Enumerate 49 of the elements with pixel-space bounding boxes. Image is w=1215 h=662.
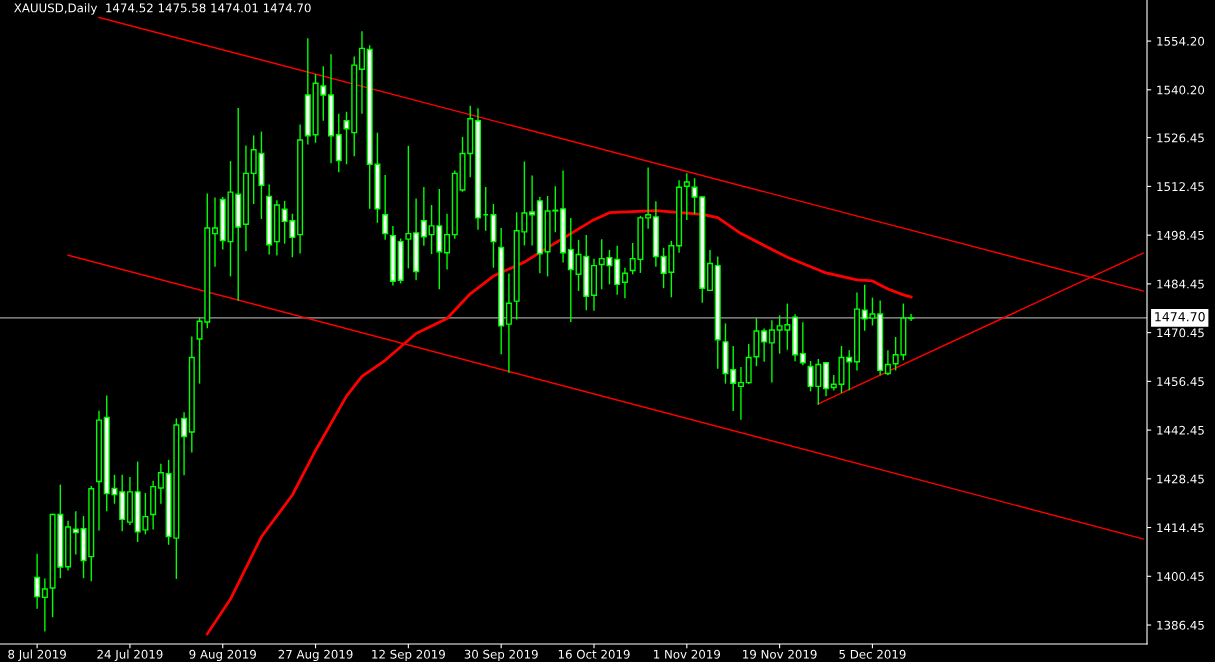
y-tick-label: 1484.45: [1157, 279, 1204, 289]
y-tick-label: 1428.45: [1157, 474, 1204, 484]
candlestick: [884, 350, 891, 376]
x-tick-label: 1 Nov 2019: [654, 649, 721, 659]
candlestick: [181, 412, 188, 476]
y-tick-label: 1414.45: [1157, 523, 1204, 533]
ref-line-label: 1474.70: [1155, 311, 1205, 322]
candlestick: [730, 346, 737, 412]
candlestick: [768, 320, 775, 383]
candlestick: [157, 463, 164, 504]
candlestick: [799, 322, 806, 366]
y-tick-label: 1512.45: [1157, 182, 1204, 192]
candlestick: [358, 31, 365, 114]
x-tick-label: 30 Sep 2019: [464, 649, 538, 661]
x-tick-label: 27 Aug 2019: [278, 649, 353, 661]
chart-title: XAUUSD,Daily 1474.52 1475.58 1474.01 1474.70: [14, 3, 311, 15]
y-tick-label: 1442.45: [1157, 425, 1204, 435]
x-tick-label: 5 Dec 2019: [839, 649, 906, 659]
candlestick: [405, 145, 412, 269]
x-tick-label: 12 Sep 2019: [372, 649, 445, 661]
candlestick: [41, 578, 48, 632]
y-tick-label: 1526.45: [1157, 133, 1204, 143]
candlestick: [683, 173, 690, 221]
candlestick: [420, 186, 427, 246]
y-tick-label: 1470.45: [1157, 328, 1204, 338]
candlestick: [505, 273, 512, 373]
candlestick: [211, 197, 219, 267]
y-tick-label: 1386.45: [1157, 620, 1204, 630]
y-tick-label: 1400.45: [1157, 572, 1204, 581]
candlestick: [34, 553, 41, 609]
candlestick: [444, 213, 451, 270]
x-tick-label: 19 Nov 2019: [743, 649, 817, 659]
y-tick-label: 1456.45: [1157, 377, 1204, 387]
candlestick: [621, 267, 628, 299]
x-tick-label: 16 Oct 2019: [558, 649, 630, 659]
candlestick: [382, 175, 389, 240]
candlestick: [567, 217, 574, 322]
candlestick: [529, 175, 536, 246]
candlestick: [908, 314, 915, 321]
candlestick: [737, 366, 744, 420]
y-tick-label: 1554.20: [1157, 36, 1205, 46]
x-tick-label: 9 Aug 2019: [189, 649, 256, 661]
candlestick: [72, 511, 79, 555]
y-tick-label: 1498.45: [1157, 230, 1204, 240]
x-tick-label: 24 Jul 2019: [97, 649, 163, 661]
candlestick: [645, 167, 652, 229]
x-tick-label: 8 Jul 2019: [8, 649, 66, 661]
y-tick-label: 1540.20: [1157, 85, 1205, 95]
candlestick: [761, 328, 768, 362]
